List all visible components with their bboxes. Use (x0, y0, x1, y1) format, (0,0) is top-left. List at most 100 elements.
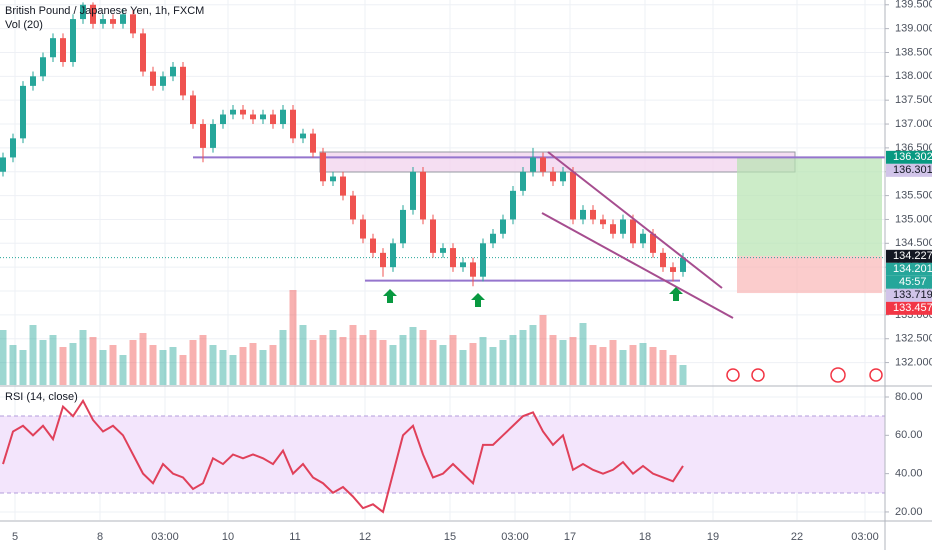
candle-body (190, 95, 196, 125)
volume-bar (79, 330, 87, 385)
candle-body (150, 71, 156, 86)
candle-body (230, 109, 236, 115)
candle-body (160, 76, 166, 86)
volume-bar (209, 345, 217, 385)
candle-body (440, 248, 446, 253)
x-tick-label: 12 (359, 531, 371, 543)
volume-bar (529, 325, 537, 385)
arrow (383, 289, 397, 303)
volume-bar (459, 350, 467, 385)
price-tag (886, 150, 932, 164)
candle-body (400, 209, 406, 244)
volume-bar (349, 325, 357, 385)
candle-body (350, 195, 356, 220)
candle-body (340, 176, 346, 196)
position-loss (737, 256, 882, 294)
y-tick-label: 40.00 (895, 468, 923, 480)
event-icon[interactable] (726, 368, 740, 382)
candle-body (90, 4, 96, 24)
y-tick-label: 132.500 (895, 333, 932, 345)
candle-body (210, 124, 216, 148)
candle-body (510, 190, 516, 220)
volume-bar (0, 330, 7, 385)
x-tick-label: 22 (791, 531, 803, 543)
volume-bar (399, 335, 407, 385)
volume-bar (279, 330, 287, 385)
candle-body (100, 19, 106, 24)
candle-body (310, 133, 316, 153)
drawings (0, 151, 885, 294)
channel-line (547, 151, 723, 289)
volume-bar (169, 347, 177, 385)
candle-body (300, 133, 306, 139)
y-tick-label: 80.00 (895, 391, 923, 403)
x-tick-label: 03:00 (151, 531, 179, 543)
volume-bar (59, 347, 67, 385)
volume-bar (549, 335, 557, 385)
candle-body (580, 209, 586, 220)
volume-bar (139, 333, 147, 385)
volume-bar (189, 340, 197, 385)
price-tag-label: 134.227 (893, 250, 932, 262)
volume-bar (559, 340, 567, 385)
volume-bar (29, 325, 37, 385)
candle-body (60, 38, 66, 63)
rsi-label: RSI (14, close) (5, 391, 78, 403)
event-icon[interactable] (751, 368, 765, 382)
volume-bar (109, 345, 117, 385)
volume-bar (579, 323, 587, 385)
volume-bar (269, 345, 277, 385)
candle-body (500, 219, 506, 234)
volume (0, 290, 687, 385)
price-tag (886, 262, 932, 276)
candle-body (390, 243, 396, 268)
volume-bar (649, 347, 657, 385)
candle-body (670, 267, 676, 272)
volume-bar (479, 337, 487, 385)
event-icon[interactable] (869, 368, 883, 382)
volume-bar (199, 335, 207, 385)
volume-label: Vol (20) (5, 19, 43, 31)
candle-body (20, 85, 26, 139)
candle-body (630, 219, 636, 244)
y-tick-label: 135.000 (895, 213, 932, 225)
candle-body (80, 4, 86, 20)
candle-body (660, 252, 666, 268)
volume-bar (609, 340, 617, 385)
volume-bar (259, 350, 267, 385)
price-tag-label: 136.301 (893, 164, 932, 176)
candle-body (600, 219, 606, 225)
volume-bar (229, 355, 237, 385)
candle-body (460, 262, 466, 268)
event-icon[interactable] (830, 367, 846, 383)
candles (0, 2, 686, 287)
candle-body (680, 257, 686, 272)
candle-body (590, 209, 596, 220)
volume-bar (249, 343, 257, 385)
y-tick-label: 139.500 (895, 0, 932, 11)
y-tick-label: 136.500 (895, 142, 932, 154)
candle-body (430, 219, 436, 253)
volume-bar (319, 335, 327, 385)
candle-body (250, 114, 256, 120)
countdown-tag (886, 275, 932, 289)
chart-title: British Pound / Japanese Yen, 1h, FXCM (5, 5, 204, 17)
price-tag-label: 133.719 (893, 289, 932, 301)
candle-body (480, 243, 486, 277)
candle-body (490, 233, 496, 244)
candle-body (650, 233, 656, 253)
candle-body (610, 224, 616, 234)
candle-body (530, 157, 536, 172)
volume-bar (99, 350, 107, 385)
candle-body (470, 262, 476, 277)
volume-bar (219, 350, 227, 385)
volume-bar (239, 347, 247, 385)
candle-body (570, 171, 576, 220)
candle-body (130, 14, 136, 34)
candle-body (10, 138, 16, 158)
volume-bar (379, 340, 387, 385)
y-tick-label: 137.000 (895, 118, 932, 130)
candle-body (140, 33, 146, 72)
